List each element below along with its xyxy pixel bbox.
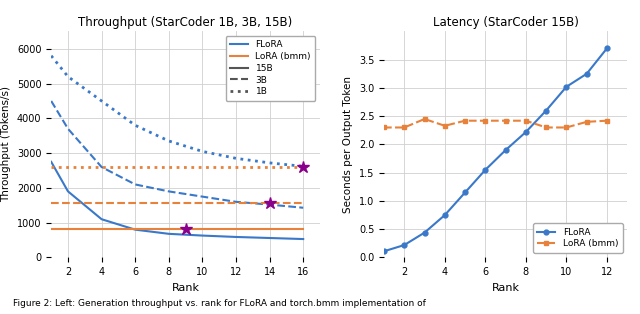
FLoRA	[522, 130, 530, 134]
LoRA (bmm)	[461, 119, 469, 122]
FLoRA	[563, 85, 570, 89]
Title: Throughput (StarCoder 1B, 3B, 15B): Throughput (StarCoder 1B, 3B, 15B)	[79, 16, 292, 29]
Line: LoRA (bmm): LoRA (bmm)	[381, 116, 609, 130]
FLoRA	[542, 109, 550, 112]
LoRA (bmm)	[522, 119, 530, 122]
X-axis label: Rank: Rank	[172, 283, 200, 293]
LoRA (bmm)	[563, 126, 570, 129]
FLoRA	[420, 231, 428, 235]
Legend: FLoRA, LoRA (bmm), 15B, 3B, 1B: FLoRA, LoRA (bmm), 15B, 3B, 1B	[226, 36, 316, 101]
FLoRA	[583, 72, 591, 76]
LoRA (bmm)	[441, 124, 449, 128]
FLoRA	[380, 249, 388, 253]
X-axis label: Rank: Rank	[492, 283, 520, 293]
LoRA (bmm)	[420, 117, 428, 121]
LoRA (bmm)	[502, 119, 509, 122]
FLoRA	[401, 243, 408, 247]
LoRA (bmm)	[603, 119, 611, 122]
Y-axis label: Throughput (Tokens/s): Throughput (Tokens/s)	[1, 86, 12, 203]
Y-axis label: Seconds per Output Token: Seconds per Output Token	[343, 76, 353, 213]
Title: Latency (StarCoder 15B): Latency (StarCoder 15B)	[433, 16, 579, 29]
Line: FLoRA: FLoRA	[381, 46, 609, 254]
Legend: FLoRA, LoRA (bmm): FLoRA, LoRA (bmm)	[533, 223, 623, 253]
FLoRA	[502, 148, 509, 152]
LoRA (bmm)	[542, 126, 550, 129]
Text: Figure 2: Left: Generation throughput vs. rank for FLoRA and torch.bmm implement: Figure 2: Left: Generation throughput vs…	[13, 299, 426, 308]
LoRA (bmm)	[401, 126, 408, 129]
LoRA (bmm)	[380, 126, 388, 129]
FLoRA	[481, 168, 489, 172]
LoRA (bmm)	[583, 120, 591, 124]
FLoRA	[603, 46, 611, 50]
FLoRA	[461, 191, 469, 194]
FLoRA	[441, 213, 449, 217]
LoRA (bmm)	[481, 119, 489, 122]
